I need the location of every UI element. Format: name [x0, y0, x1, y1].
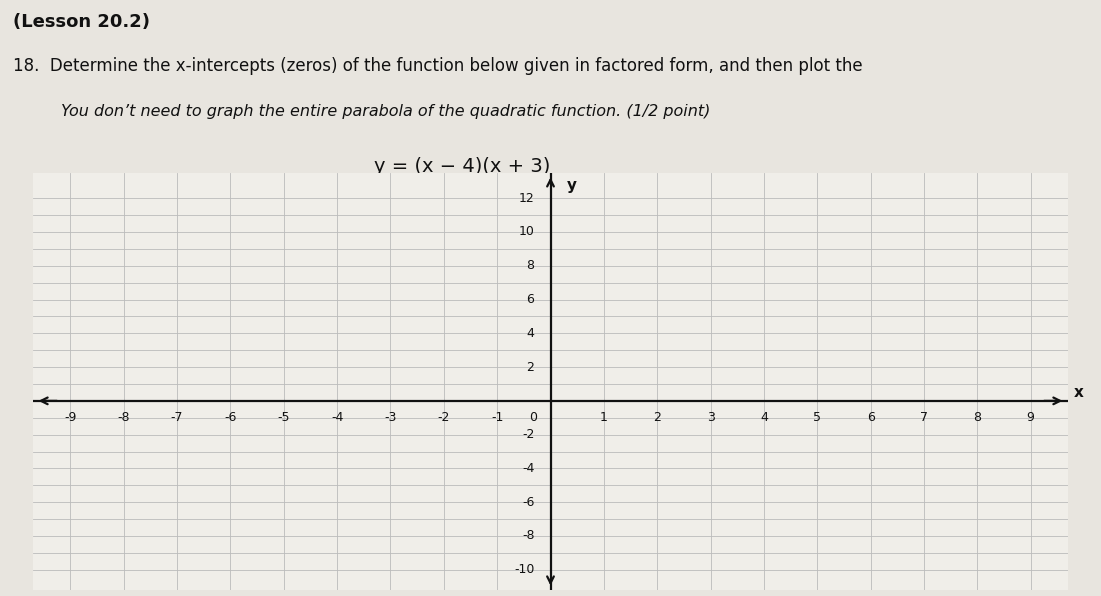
Text: 4: 4	[526, 327, 534, 340]
Text: 2: 2	[526, 361, 534, 374]
Text: 9: 9	[1027, 411, 1035, 424]
Text: -4: -4	[522, 462, 534, 475]
Text: -9: -9	[64, 411, 77, 424]
Text: y: y	[567, 178, 577, 193]
Text: -3: -3	[384, 411, 396, 424]
Text: -8: -8	[522, 529, 534, 542]
Text: 4: 4	[760, 411, 767, 424]
Text: 10: 10	[519, 225, 534, 238]
Text: 2: 2	[653, 411, 661, 424]
Text: You don’t need to graph the entire parabola of the quadratic function. (1/2 poin: You don’t need to graph the entire parab…	[61, 104, 710, 119]
Text: -2: -2	[437, 411, 450, 424]
Text: -7: -7	[171, 411, 184, 424]
Text: 5: 5	[814, 411, 821, 424]
Text: (Lesson 20.2): (Lesson 20.2)	[13, 13, 150, 30]
Text: 8: 8	[973, 411, 981, 424]
Text: 3: 3	[707, 411, 715, 424]
Text: x: x	[1073, 385, 1083, 400]
Text: y = (x − 4)(x + 3): y = (x − 4)(x + 3)	[374, 157, 550, 176]
Text: -4: -4	[331, 411, 344, 424]
Text: -8: -8	[118, 411, 130, 424]
Text: -5: -5	[277, 411, 290, 424]
Text: 7: 7	[920, 411, 928, 424]
Text: -1: -1	[491, 411, 503, 424]
Text: -10: -10	[514, 563, 534, 576]
Text: 18.  Determine the x-intercepts (zeros) of the function below given in factored : 18. Determine the x-intercepts (zeros) o…	[13, 57, 863, 75]
Text: 0: 0	[530, 411, 537, 424]
Text: 12: 12	[519, 192, 534, 204]
Text: -6: -6	[522, 496, 534, 509]
Text: -2: -2	[522, 428, 534, 441]
Text: 6: 6	[526, 293, 534, 306]
Text: 8: 8	[526, 259, 534, 272]
Text: 1: 1	[600, 411, 608, 424]
Text: 6: 6	[866, 411, 874, 424]
Text: -6: -6	[225, 411, 237, 424]
